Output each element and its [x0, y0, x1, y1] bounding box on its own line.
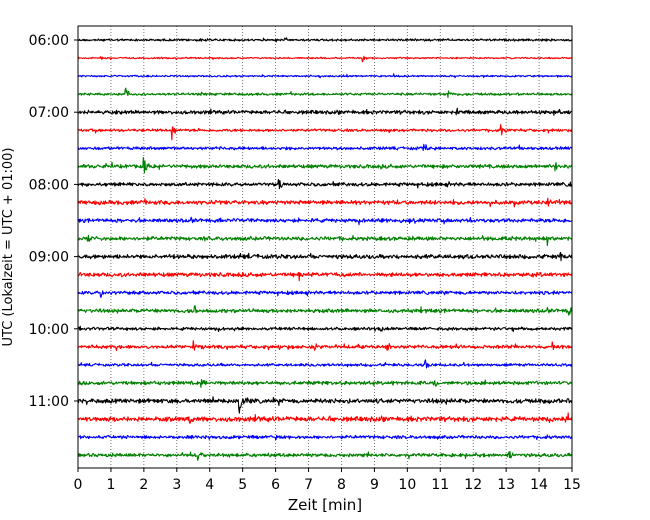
y-tick-label: 08:00 — [29, 177, 69, 193]
x-tick-label: 3 — [172, 477, 181, 493]
trace-line — [77, 143, 573, 151]
trace-line — [77, 216, 573, 226]
trace-line — [77, 251, 573, 262]
x-tick-label: 5 — [238, 477, 247, 493]
trace-line — [77, 55, 573, 63]
y-axis: 06:00 07:00 08:00 09:00 10:00 11:00 — [29, 33, 78, 410]
trace-layer — [77, 37, 573, 461]
trace-line — [77, 197, 573, 208]
x-axis: 0 1 2 3 4 5 6 7 8 9 10 11 12 13 14 15 — [74, 468, 581, 493]
x-tick-label: 14 — [530, 477, 548, 493]
x-tick-label: 7 — [304, 477, 313, 493]
x-tick-label: 13 — [497, 477, 515, 493]
trace-line — [77, 289, 573, 298]
x-axis-label: Zeit [min] — [288, 496, 362, 514]
x-tick-label: 15 — [563, 477, 581, 493]
trace-line — [77, 325, 573, 333]
trace-line — [77, 87, 573, 98]
trace-line — [77, 396, 573, 414]
x-tick-label: 12 — [464, 477, 482, 493]
trace-line — [77, 450, 573, 461]
trace-line — [77, 379, 573, 388]
x-tick-label: 4 — [205, 477, 214, 493]
y-tick-label: 09:00 — [29, 250, 69, 266]
trace-line — [77, 37, 573, 43]
trace-line — [77, 412, 573, 424]
x-tick-label: 11 — [431, 477, 449, 493]
x-tick-label: 2 — [139, 477, 148, 493]
x-tick-label: 1 — [106, 477, 115, 493]
trace-line — [77, 156, 573, 174]
trace-line — [77, 178, 573, 190]
trace-line — [77, 434, 573, 441]
x-tick-label: 0 — [74, 477, 83, 493]
trace-line — [77, 305, 573, 316]
y-tick-label: 11:00 — [29, 394, 69, 410]
trace-line — [77, 73, 573, 79]
x-tick-label: 8 — [337, 477, 346, 493]
x-tick-label: 9 — [370, 477, 379, 493]
trace-line — [77, 234, 573, 247]
trace-line — [77, 107, 573, 116]
y-tick-label: 06:00 — [29, 33, 69, 49]
y-axis-label: UTC (Lokalzeit = UTC + 01:00) — [1, 148, 16, 347]
plot-frame — [77, 25, 573, 469]
trace-line — [77, 359, 573, 369]
x-tick-label: 6 — [271, 477, 280, 493]
trace-line — [77, 340, 573, 352]
trace-line — [77, 124, 573, 141]
y-tick-label: 07:00 — [29, 105, 69, 121]
y-tick-label: 10:00 — [29, 322, 69, 338]
trace-line — [77, 271, 573, 282]
x-tick-label: 10 — [398, 477, 416, 493]
